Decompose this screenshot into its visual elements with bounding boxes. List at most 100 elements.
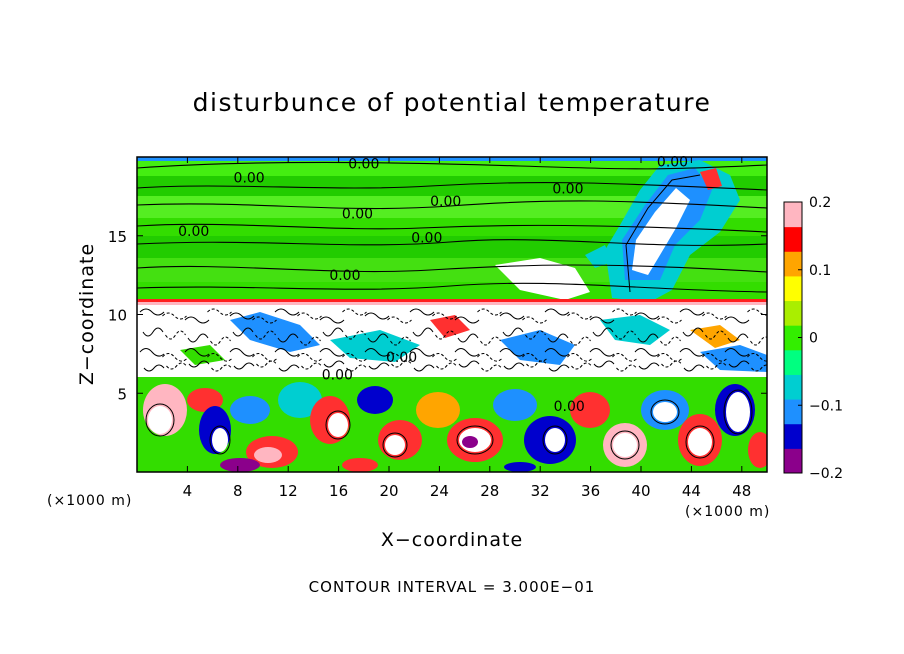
contour-line (499, 312, 525, 370)
field-patch (330, 330, 420, 362)
field-cell (416, 392, 460, 428)
y-axis-title: Z−coordinate (76, 243, 98, 385)
colorbar-tick-label: −0.2 (809, 466, 843, 482)
field-cell (342, 458, 378, 472)
contour-line (456, 425, 494, 455)
field-cell (462, 436, 478, 448)
contour-interval-note: CONTOUR INTERVAL = 3.000E−01 (309, 578, 596, 596)
field-cell (230, 396, 270, 424)
x-axis-title: X−coordinate (381, 529, 523, 551)
x-tick-label: 36 (581, 482, 600, 500)
field-band (137, 282, 767, 302)
contour-line (229, 312, 255, 370)
field-patch (495, 258, 590, 300)
contour-label: 0.00 (178, 224, 209, 240)
field-cell (187, 388, 223, 412)
colorbar-swatch (784, 202, 802, 228)
contour-line (409, 308, 435, 372)
field-cell (688, 428, 712, 456)
contour-label: 0.00 (342, 207, 373, 223)
colorbar-swatch (784, 300, 802, 326)
field-cell (493, 389, 537, 421)
contour-line (139, 308, 165, 372)
x-tick-label: 12 (279, 482, 298, 500)
field-cell (278, 382, 322, 418)
contour-label: 0.00 (554, 399, 585, 415)
colorbar-swatch (784, 399, 802, 425)
contour-label: 0.00 (657, 155, 688, 171)
contour-label: 0.00 (411, 230, 442, 246)
contour-line (209, 425, 231, 455)
field-patch (632, 188, 690, 275)
colorbar-swatch (784, 226, 802, 252)
contour-line (542, 425, 568, 455)
x-tick-label: 40 (631, 482, 650, 500)
colorbar-swatch (784, 275, 802, 302)
field-patch (180, 345, 225, 365)
contour-line (137, 282, 767, 293)
field-patch (700, 168, 722, 190)
colorbar-swatch (784, 325, 802, 351)
contour-line (634, 312, 660, 370)
contour-line (137, 161, 767, 170)
contour-label: 0.00 (552, 182, 583, 198)
contour-label: 0.00 (329, 268, 360, 284)
y-tick-label: 15 (108, 228, 127, 246)
field-band (137, 299, 767, 302)
field-cell (613, 433, 637, 457)
field-cell (328, 413, 348, 437)
field-cell (212, 428, 228, 452)
x-unit-right: (×1000 m) (685, 504, 770, 520)
field-cell (748, 432, 767, 468)
colorbar-swatch (784, 448, 802, 474)
contour-line (364, 312, 390, 370)
field-patch (585, 245, 612, 268)
colorbar-swatch (784, 374, 802, 400)
contour-label: 0.00 (322, 367, 353, 383)
x-tick-label: 32 (531, 482, 550, 500)
contour-line (137, 181, 767, 191)
contour-line (723, 389, 753, 435)
contour-line (274, 308, 300, 372)
contour-line (589, 316, 615, 368)
contour-line (184, 316, 210, 368)
contour-label: 0.00 (386, 350, 417, 366)
contour-line (610, 430, 640, 460)
field-patch (230, 312, 320, 352)
field-patch (600, 315, 670, 345)
field-cell (545, 428, 565, 452)
x-tick-label: 24 (430, 482, 449, 500)
field-cell (726, 392, 750, 432)
field-cell (220, 458, 260, 472)
contour-lines (137, 161, 767, 460)
colorbar-swatch (784, 423, 802, 449)
field-cell (254, 447, 282, 463)
colorbar: 0.2 0.1 0 −0.1 −0.2 (783, 195, 843, 482)
contour-line (319, 316, 345, 368)
x-tick-label: 4 (183, 482, 193, 500)
x-tick-label: 16 (329, 482, 348, 500)
y-tick-label: 10 (108, 307, 127, 325)
colorbar-tick-label: 0 (809, 331, 818, 347)
contour-line (685, 425, 715, 459)
contour-line (724, 316, 750, 368)
x-tick-label: 8 (233, 482, 243, 500)
x-unit-left: (×1000 m) (47, 493, 132, 509)
y-tick-label: 5 (117, 385, 127, 403)
field-cell (504, 462, 536, 472)
x-tick-label: 48 (732, 482, 751, 500)
contour-line (650, 399, 680, 425)
x-tick-label: 28 (480, 482, 499, 500)
field-band (137, 160, 767, 176)
contour-line (454, 316, 480, 368)
field-band (137, 157, 767, 161)
colorbar-tick-label: −0.1 (809, 398, 843, 414)
y-axis: 5 10 15 (108, 228, 767, 403)
field-band (137, 176, 767, 196)
colorbar-tick-label: 0.2 (809, 195, 831, 211)
contour-line (679, 308, 705, 372)
contour-labels: 0.00 0.00 0.00 0.00 0.00 0.00 0.00 0.00 0.00 0.00… (178, 155, 688, 415)
contour-line (544, 308, 570, 372)
contour-label: 0.00 (430, 194, 461, 210)
